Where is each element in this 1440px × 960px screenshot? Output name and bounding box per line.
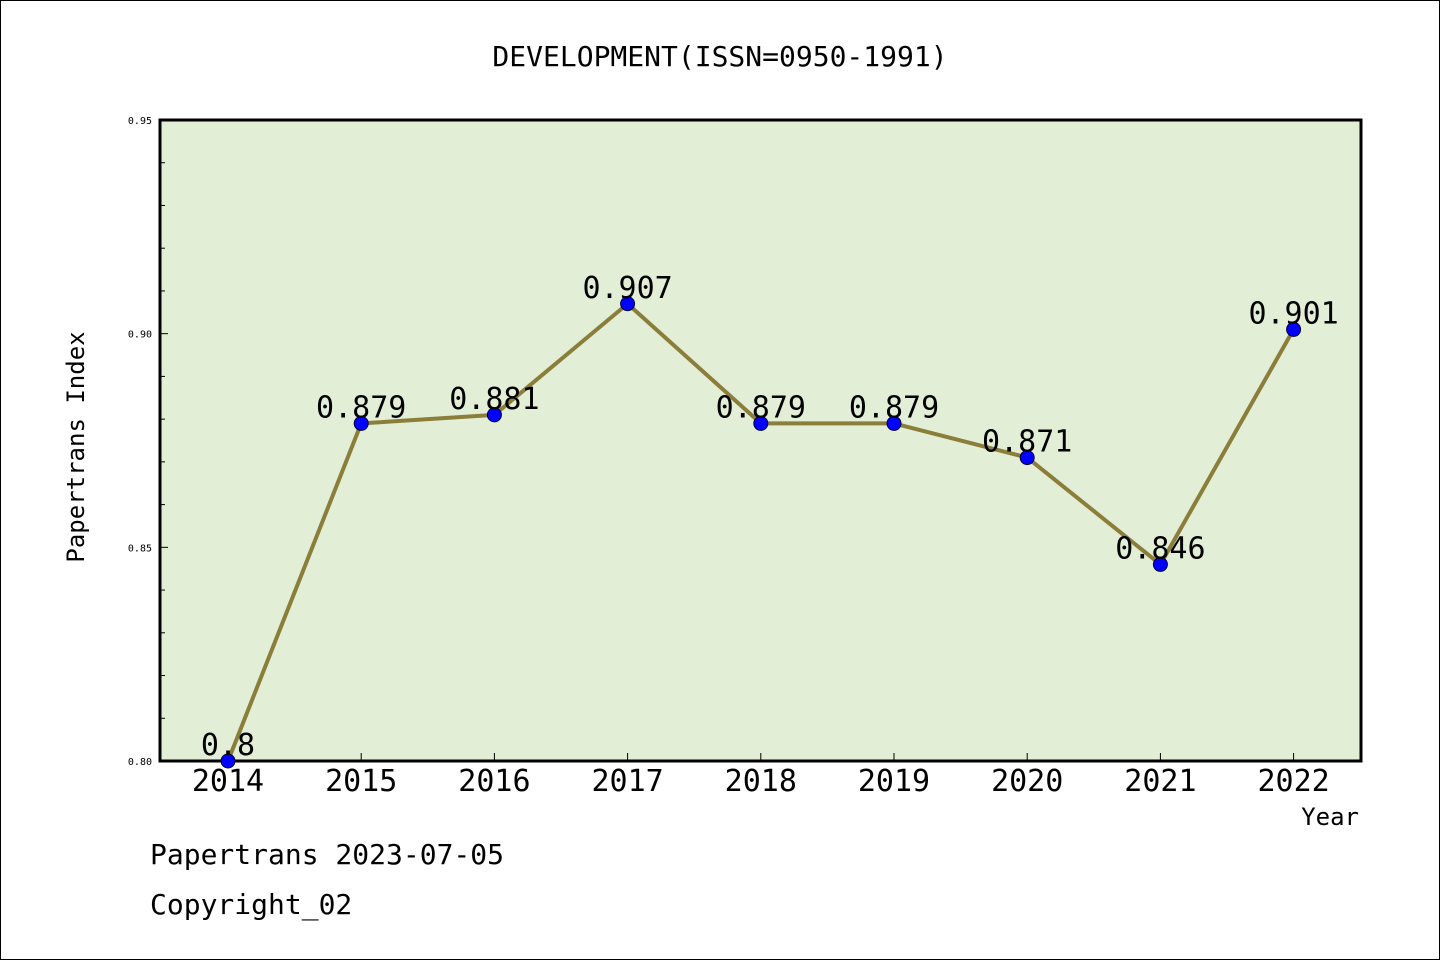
x-tick-label: 2014 (192, 764, 264, 799)
y-tick-label: 0.90 (128, 330, 152, 341)
data-label: 0.8 (201, 728, 255, 763)
x-axis: 2014 2015 2016 2017 2018 2019 2020 2021 2022 (192, 753, 1330, 799)
data-point (486, 407, 502, 423)
x-tick-label: 2018 (725, 764, 797, 799)
series-line (220, 296, 1302, 769)
data-label: 0.907 (582, 271, 672, 306)
x-tick-label: 2017 (591, 764, 663, 799)
data-point (1286, 321, 1302, 337)
data-labels: 0.8 0.879 0.881 0.907 0.879 0.879 0.871 0.846 0.… (201, 271, 1339, 763)
data-point (886, 415, 902, 431)
data-label: 0.901 (1248, 296, 1338, 331)
x-tick-label: 2019 (858, 764, 930, 799)
data-point (1152, 556, 1168, 572)
x-tick-label: 2015 (325, 764, 397, 799)
data-point (753, 415, 769, 431)
x-tick-label: 2021 (1124, 764, 1196, 799)
footer-date: Papertrans 2023-07-05 (150, 838, 504, 871)
data-point (620, 296, 636, 312)
data-label: 0.871 (982, 425, 1072, 460)
data-label: 0.881 (449, 382, 539, 417)
plot-area (158, 118, 1363, 763)
data-point (1019, 450, 1035, 466)
x-tick-label: 2016 (458, 764, 530, 799)
data-label: 0.879 (849, 390, 939, 425)
y-tick-label: 0.95 (128, 116, 152, 127)
footer-copyright: Copyright_02 (150, 888, 352, 922)
data-label: 0.879 (716, 390, 806, 425)
data-label: 0.879 (316, 390, 406, 425)
data-label: 0.846 (1115, 531, 1205, 566)
y-tick-label: 0.85 (128, 543, 152, 554)
y-tick-label: 0.80 (128, 757, 152, 768)
y-axis: 0.80 0.85 0.90 0.95 (128, 116, 168, 768)
data-point (353, 415, 369, 431)
data-point (220, 753, 236, 769)
chart-title: DEVELOPMENT(ISSN=0950-1991) (492, 40, 947, 73)
y-axis-label: Papertrans Index (62, 331, 90, 562)
x-tick-label: 2022 (1257, 764, 1329, 799)
x-tick-label: 2020 (991, 764, 1063, 799)
x-axis-label: Year (1301, 803, 1359, 831)
